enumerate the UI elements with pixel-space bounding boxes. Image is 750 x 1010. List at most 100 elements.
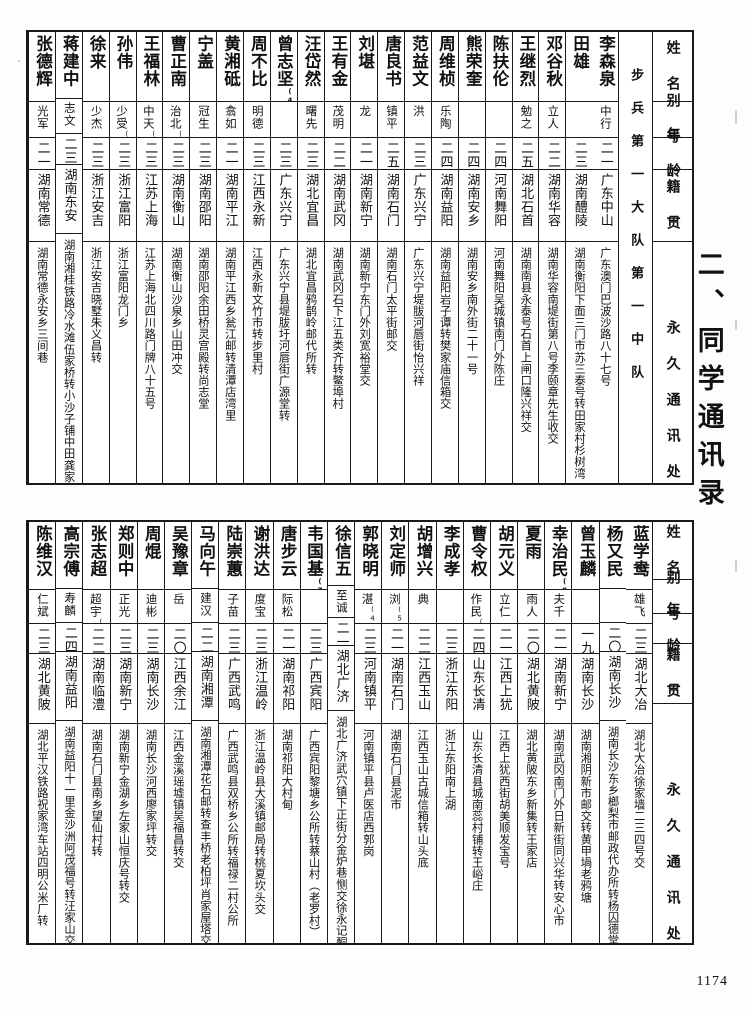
- scan-speck: [18, 60, 20, 62]
- person-alias: 至诚: [327, 586, 355, 618]
- person-column[interactable]: 曾志坚(4) 二三 广东兴宁 广东兴宁县堤胈圩河唇街广源堂转: [269, 32, 297, 483]
- person-age-text: 二四: [469, 627, 485, 654]
- person-address: 湖北大冶徐家墙二三四号交: [626, 724, 652, 943]
- person-address-text: 广东澳门巴波沙路八十七号: [598, 247, 612, 387]
- person-column[interactable]: 熊荣奎 二四 湖南安乡 湖南安乡南外街二十一号: [457, 32, 485, 483]
- person-column[interactable]: 范益文洪二三 广东兴宁 广东兴宁堤胈河唇街怡兴祥: [404, 32, 431, 483]
- person-origin-text: 湖南石门: [387, 657, 403, 711]
- person-address-text: 湖南邵阳余田桥灵宫殿转尚志堂: [196, 247, 210, 410]
- person-column[interactable]: 周不比 明德 二三 江西永新 江西永新文竹市转步里村: [242, 32, 270, 483]
- person-column[interactable]: 杨又民 二〇 湖南长沙 湖南长沙东乡榔梨市邮政代办所转杨囚德堂: [598, 522, 626, 943]
- person-column[interactable]: 高宗傅 寿麟 二四 湖南益阳 湖南益阳十一里金沙洲阿茂福号转汪家山交: [55, 522, 83, 943]
- person-age: 二三: [136, 138, 163, 170]
- person-age: 二三: [270, 138, 297, 170]
- person-address: 山东长清县城南蕊村铺转王峪庄: [464, 724, 490, 943]
- person-age-text: 二一: [496, 627, 512, 654]
- person-column[interactable]: 宁盖 冠生 二三 湖南邵阳 湖南邵阳余田桥灵宫殿转尚志堂: [189, 32, 217, 483]
- person-name: 周焜: [137, 522, 164, 590]
- person-age-text: 二二: [415, 627, 431, 654]
- person-column[interactable]: 郭晓明 湛(4) 二三 河南镇平 河南镇平县卢医店西郭岗: [354, 522, 382, 943]
- person-column[interactable]: 刘堪龙二一 湖南新宁 湖南新宁东门外刘宽裕堂交: [350, 32, 378, 483]
- page-number: 1174: [696, 974, 728, 989]
- person-alias: 镇平: [378, 102, 405, 138]
- person-age: 二〇: [164, 624, 192, 654]
- person-age-text: 二五: [518, 141, 534, 169]
- person-address-text: 江西玉山古城信箱转山头底: [416, 729, 430, 869]
- person-age-text: 二三: [631, 627, 647, 654]
- person-name: 唐良书: [378, 32, 405, 102]
- person-origin-text: 湖南东安: [61, 167, 77, 222]
- person-origin-text: 广东中山: [597, 173, 613, 227]
- person-column[interactable]: 黄湘砥 翕如 二一 湖南平江 湖南平江西乡瓮江邮转清潭店湾里: [216, 32, 243, 483]
- person-age: 二一: [382, 624, 409, 654]
- person-origin: 湖南常德: [29, 170, 55, 242]
- person-age-text: 二三: [143, 627, 159, 654]
- person-name: 徐来: [82, 32, 109, 102]
- person-address: 江西玉山古城信箱转山头底: [409, 724, 435, 943]
- person-column[interactable]: 周维桢 乐陶 二四 湖南益阳 湖南益阳岩子谭转樊家庙信箱交: [430, 32, 458, 483]
- person-column[interactable]: 曾玉麟 一九 湖南长沙 湖南湘阴新市邮交转黄甲堝老鸦塘: [571, 522, 599, 943]
- person-column[interactable]: 吴豫章岳二〇 江西余江 江西金溪瑶墟镇吴福昌转交: [163, 522, 192, 943]
- row-header-age: 年 龄: [653, 127, 692, 180]
- person-age-text: 二四: [464, 141, 480, 169]
- person-column[interactable]: 胡增兴典二二 江西玉山 江西玉山古城信箱转山头底: [408, 522, 436, 943]
- person-origin: 湖南武冈: [324, 170, 351, 242]
- person-alias: 雨人: [518, 590, 545, 624]
- person-column[interactable]: 胡元义 立仁 二一 江西上犹 江西上犹西街胡美顺发宝号: [489, 522, 518, 943]
- person-address: 湖南石门太平街邮交: [378, 242, 404, 483]
- person-age: 二三: [297, 138, 324, 170]
- person-column[interactable]: 王有金 茂明 二二 湖南武冈 湖南武冈石下江五类齐转鳖埠村: [323, 32, 351, 483]
- person-address-text: 湖南新宁东门外刘宽裕堂交: [358, 247, 372, 387]
- person-age: 二三: [190, 138, 217, 170]
- person-column[interactable]: 徐信五 至诚 二一 湖北广济 湖北广济武穴镇下正街分金炉巷恻交徐永记酮坊: [326, 522, 355, 943]
- footnote-marker: (1): [123, 130, 131, 137]
- person-column[interactable]: 邓谷秋 立人 二二 湖南华容 湖南华容南堤街第八号李颐章先生收交: [538, 32, 566, 483]
- person-column[interactable]: 谢洪达 度宝 二三 浙江温岭 浙江温岭县大溪镇邮局转桃夏坎头交: [245, 522, 273, 943]
- person-name-text: 熊荣奎: [463, 35, 483, 88]
- person-column[interactable]: 李森泉 中行 二一 广东中山 广东澳门巴波沙路八十七号: [592, 32, 618, 483]
- person-age: 二一: [273, 624, 300, 654]
- person-column[interactable]: 郑则中 正光 二三 湖南新宁 湖南新宁金湖乡左家山恒庆号转交: [109, 522, 137, 943]
- person-column[interactable]: 陈维汉 仁斌 二三 湖北黄陂 湖北平汉铁路祝家湾车站四明公米厂转: [28, 522, 56, 943]
- person-column[interactable]: 陈扶伦 二四 河南舞阳 河南舞阳吴城镇南门外陈庄: [484, 32, 512, 483]
- person-column[interactable]: 陆崇蕙 子苗 二三 广西武鸣 广西武鸣县双桥乡公所转福禄二村公所: [218, 522, 246, 943]
- person-age-text: 二三: [142, 141, 158, 169]
- person-name: 蓝学鸯: [625, 522, 652, 590]
- person-column[interactable]: 田雄 二三 湖南醴陵 湖南衡阳下面三门市苏三泰号转田家村杉树湾: [565, 32, 593, 483]
- person-name-text: 胡增兴: [413, 525, 433, 578]
- person-address-text: 湖南石门太平街邮交: [384, 247, 398, 352]
- person-alias: 夫千: [545, 590, 572, 624]
- person-column[interactable]: 汪岱然 曙先 二三 湖北宜昌 湖北宜昌鸦鹊岭邮代所转: [296, 32, 324, 483]
- person-alias: 正光: [110, 590, 137, 624]
- person-column[interactable]: 王继烈 勉之 二五 湖北石首 湖南南县永泰号石首上闸口隆兴祥交: [511, 32, 539, 483]
- person-age: 二三: [109, 138, 136, 170]
- person-column[interactable]: 李成孝 二三 浙江东阳 浙江东阳南上湖: [435, 522, 463, 943]
- person-column[interactable]: 蒋建中 志文 二三 湖南东安 湖南湘桂铁路冷水滩伍家桥转小沙子铺中田龚家交: [54, 32, 82, 483]
- person-address: 湖北平汉铁路祝家湾车站四明公米厂转: [29, 724, 55, 943]
- person-age-text: 二五: [383, 141, 399, 169]
- person-alias-text: 度宝: [253, 593, 268, 618]
- person-column[interactable]: 周焜 迪彬 二三 湖南长沙 湖南长沙河西廖家坪转交: [136, 522, 164, 943]
- person-column[interactable]: 唐步云 际松 二一 湖南祁阳 湖南祁阳大村甸: [272, 522, 300, 943]
- person-column[interactable]: 刘定师 浏(5) 二一 湖南石门 湖南石门县泥市: [381, 522, 409, 943]
- person-column[interactable]: 马向午 建汉 二二 湖南湘潭 湖南湘潭花石邮转查丰桥老柏坪肖家屋塔交: [191, 522, 219, 943]
- person-origin: 湖北广济: [327, 646, 355, 712]
- person-age-text: 二一: [279, 627, 295, 654]
- person-column[interactable]: 张德辉 光军 二一 湖南常德 湖南常德永安乡三间巷: [28, 32, 55, 483]
- person-address-text: 浙江温岭县大溪镇邮局转桃夏坎头交: [253, 729, 267, 915]
- person-origin: 河南舞阳: [485, 170, 512, 242]
- person-column[interactable]: 唐良书 镇平 二五 湖南石门 湖南石门太平街邮交: [377, 32, 405, 483]
- person-column[interactable]: 徐来 少杰 二三 浙江安吉 浙江安吉晓墅朱义昌转: [81, 32, 109, 483]
- person-column[interactable]: 蓝学鸯 雄飞 二三 湖北大冶 湖北大冶徐家墙二三四号交: [625, 522, 652, 943]
- row-header-origin: 籍 贯: [653, 644, 692, 704]
- person-column[interactable]: 夏雨 雨人 二〇 湖北黄陂 湖北黄陂东乡新集转王家店: [517, 522, 545, 943]
- person-origin-text: 湖南湘潭: [197, 655, 213, 710]
- person-name: 韦国基(7): [300, 522, 327, 590]
